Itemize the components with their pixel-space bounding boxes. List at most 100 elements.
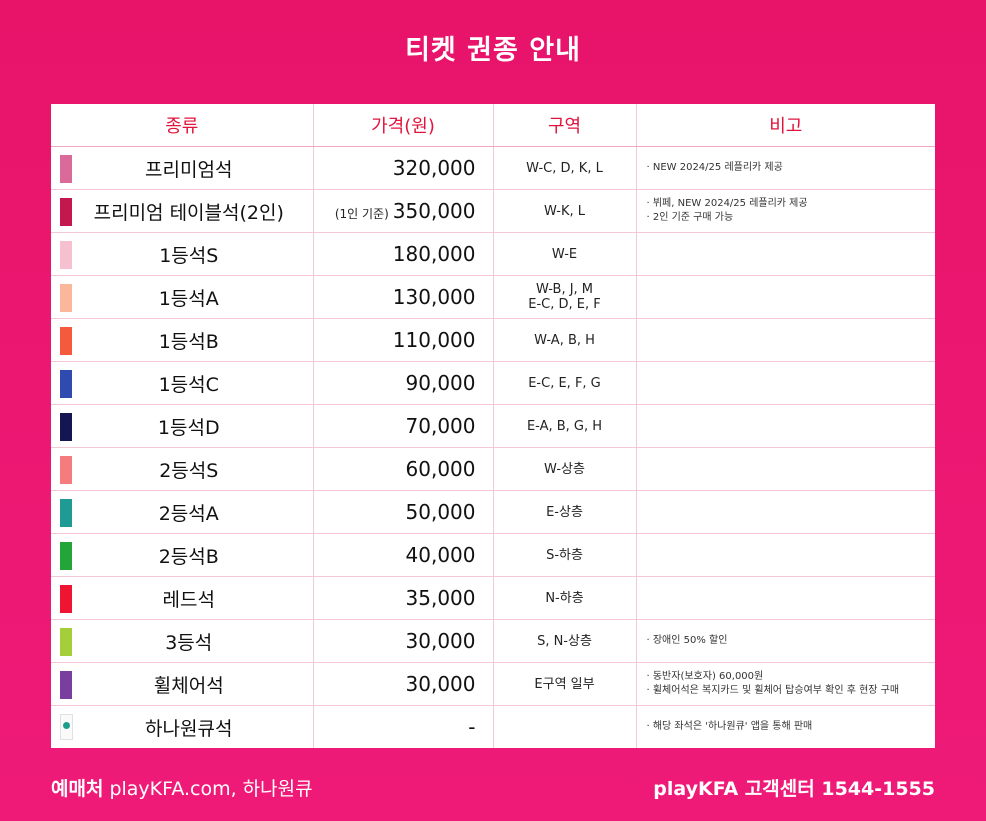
table-row: 2등석A 50,000 E-상층 (51, 490, 935, 534)
seat-color-swatch (60, 284, 72, 312)
customer-center-info: playKFA 고객센터 1544-1555 (653, 778, 935, 800)
price-value: 180,000 (392, 242, 476, 266)
price-value: 320,000 (392, 156, 476, 180)
zone-cell: N-하층 (493, 576, 637, 620)
note-text: · 2인 기준 구매 가능 (646, 212, 734, 223)
table-row: 프리미엄석 320,000 W-C, D, K, L · NEW 2024/25 레플… (51, 146, 935, 190)
seat-type-cell: 1등석D (51, 404, 314, 448)
vendor-text: playKFA.com, 하나원큐 (109, 778, 313, 800)
notes-cell (636, 404, 935, 448)
seat-type-label: 프리미엄석 (145, 158, 233, 181)
price-cell: 320,000 (313, 146, 494, 190)
seat-color-swatch (60, 499, 72, 527)
zone-cell: W-A, B, H (493, 318, 637, 362)
notes-cell (636, 533, 935, 577)
seat-color-swatch (60, 198, 72, 226)
header-price: 가격(원) (313, 104, 494, 147)
price-cell: - (313, 705, 494, 748)
price-cell: 30,000 (313, 619, 494, 663)
zone-text: W-상층 (544, 461, 585, 477)
seat-color-swatch (60, 628, 72, 656)
table-row: 1등석S 180,000 W-E (51, 232, 935, 276)
notes-cell: · 장애인 50% 할인 (636, 619, 935, 663)
seat-type-label: 1등석C (158, 373, 219, 396)
seat-color-swatch (60, 585, 72, 613)
notes-cell (636, 361, 935, 405)
price-cell: 40,000 (313, 533, 494, 577)
zone-text: E-C, E, F, G (528, 375, 601, 391)
price-value: 30,000 (405, 629, 476, 653)
notes-cell (636, 576, 935, 620)
note-text: · 휠체어석은 복지카드 및 휠체어 탑승여부 확인 후 현장 구매 (646, 685, 900, 696)
note-text: · 장애인 50% 할인 (646, 635, 728, 646)
note-text: · 해당 좌석은 '하나원큐' 앱을 통해 판매 (646, 721, 813, 732)
price-value: 90,000 (405, 371, 476, 395)
seat-type-cell: 2등석A (51, 490, 314, 534)
zone-text: S-하층 (546, 547, 583, 563)
seat-type-label: 휠체어석 (153, 674, 224, 697)
seat-type-label: 3등석 (165, 631, 213, 654)
table-row: 프리미엄 테이블석(2인) (1인 기준) 350,000 W-K, L · 뷔페, N… (51, 189, 935, 233)
table-row: 2등석S 60,000 W-상층 (51, 447, 935, 491)
seat-type-cell: 2등석S (51, 447, 314, 491)
seat-color-swatch (60, 671, 72, 699)
header-type: 종류 (51, 104, 314, 147)
notes-cell (636, 447, 935, 491)
seat-type-label: 1등석S (159, 244, 219, 267)
notes-cell (636, 490, 935, 534)
zone-text: N-하층 (545, 590, 584, 606)
zone-text: S, N-상층 (537, 633, 592, 649)
table-row: 1등석C 90,000 E-C, E, F, G (51, 361, 935, 405)
zone-cell: W-B, J, M E-C, D, E, F (493, 275, 637, 319)
notes-cell (636, 318, 935, 362)
seat-color-swatch (60, 542, 72, 570)
seat-type-cell: 1등석A (51, 275, 314, 319)
table-row: 1등석B 110,000 W-A, B, H (51, 318, 935, 362)
price-value: 30,000 (405, 672, 476, 696)
seat-type-label: 2등석A (158, 502, 219, 525)
zone-cell: S, N-상층 (493, 619, 637, 663)
seat-type-cell: 2등석B (51, 533, 314, 577)
notes-cell (636, 275, 935, 319)
price-cell: 50,000 (313, 490, 494, 534)
zone-text: W-A, B, H (534, 332, 595, 348)
table-row: 3등석 30,000 S, N-상층 · 장애인 50% 할인 (51, 619, 935, 663)
price-cell: (1인 기준) 350,000 (313, 189, 494, 233)
table-row: 1등석D 70,000 E-A, B, G, H (51, 404, 935, 448)
zone-text: E-상층 (546, 504, 583, 520)
seat-type-cell: 1등석C (51, 361, 314, 405)
price-value: 70,000 (405, 414, 476, 438)
header-notes: 비고 (636, 104, 935, 147)
seat-color-swatch (60, 327, 72, 355)
zone-text: W-B, J, M (535, 282, 594, 297)
zone-cell: W-상층 (493, 447, 637, 491)
seat-type-cell: 프리미엄 테이블석(2인) (51, 189, 314, 233)
zone-text: E-A, B, G, H (526, 418, 603, 434)
table-row: 2등석B 40,000 S-하층 (51, 533, 935, 577)
price-value: 60,000 (405, 457, 476, 481)
note-text: · 동반자(보호자) 60,000원 (646, 671, 764, 682)
price-value: - (468, 715, 476, 739)
seat-color-swatch (60, 456, 72, 484)
zone-cell (493, 705, 637, 748)
seat-type-label: 1등석B (158, 330, 219, 353)
seat-color-swatch (60, 370, 72, 398)
price-cell: 130,000 (313, 275, 494, 319)
zone-cell: E구역 일부 (493, 662, 637, 706)
zone-cell: E-C, E, F, G (493, 361, 637, 405)
price-cell: 70,000 (313, 404, 494, 448)
vendor-label: 예매처 (51, 778, 104, 800)
price-cell: 90,000 (313, 361, 494, 405)
seat-type-label: 1등석D (157, 416, 220, 439)
price-cell: 180,000 (313, 232, 494, 276)
seat-type-cell: 1등석B (51, 318, 314, 362)
zone-text: W-K, L (543, 203, 586, 219)
seat-color-swatch (60, 155, 72, 183)
zone-text: E-C, D, E, F (528, 297, 601, 312)
seat-type-cell: 하나원큐석 (51, 705, 314, 748)
ticket-table: 종류 가격(원) 구역 비고 프리미엄석 320,000 W-C, D, K, L ·… (51, 104, 935, 748)
seat-color-swatch (60, 241, 72, 269)
seat-type-cell: 휠체어석 (51, 662, 314, 706)
table-row: 휠체어석 30,000 E구역 일부 · 동반자(보호자) 60,000원 · 휠체어석… (51, 662, 935, 706)
price-cell: 30,000 (313, 662, 494, 706)
